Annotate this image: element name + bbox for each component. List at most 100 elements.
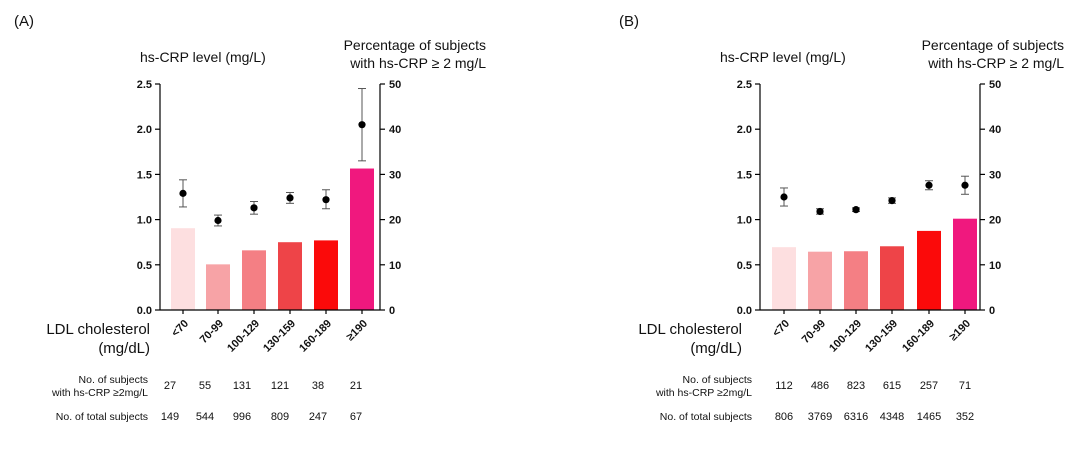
x-axis-label-line1: LDL cholesterol (638, 321, 742, 338)
data-point (358, 121, 366, 129)
x-category-label: ≥190 (344, 318, 370, 344)
subjects-with-hscrp-value: 131 (233, 380, 251, 392)
bar (917, 230, 941, 310)
bar (171, 228, 195, 310)
data-point (888, 197, 896, 205)
row1-label-line1: No. of subjects (79, 374, 148, 386)
total-subjects-value: 247 (309, 411, 327, 423)
right-tick-label: 0 (389, 305, 395, 317)
subjects-with-hscrp-value: 486 (811, 380, 829, 392)
x-category-label: 130-159 (261, 318, 298, 355)
subjects-with-hscrp-value: 71 (959, 380, 971, 392)
total-subjects-value: 809 (271, 411, 289, 423)
data-point (214, 216, 222, 225)
left-tick-label: 1.5 (737, 169, 752, 181)
subjects-with-hscrp-value: 21 (350, 380, 362, 392)
bar (953, 218, 977, 310)
row1-label-line1: No. of subjects (683, 374, 752, 386)
right-tick-label: 40 (389, 124, 401, 136)
data-point (816, 207, 824, 216)
data-point (780, 193, 788, 201)
total-subjects-value: 996 (233, 411, 251, 423)
data-point (179, 189, 187, 197)
right-tick-label: 20 (989, 215, 1001, 227)
subjects-with-hscrp-value: 615 (883, 380, 901, 392)
total-subjects-value: 806 (775, 411, 793, 423)
x-category-label: 160-189 (297, 318, 334, 355)
left-tick-label: 1.0 (737, 215, 752, 227)
x-category-label: 130-159 (863, 318, 900, 355)
right-axis-title-line1: Percentage of subjects (922, 37, 1064, 53)
left-tick-label: 0.5 (737, 260, 752, 272)
x-category-label: ≥190 (947, 318, 973, 344)
right-tick-label: 20 (389, 215, 401, 227)
x-category-label: <70 (169, 318, 191, 340)
x-axis-label-line2: (mg/dL) (690, 340, 742, 357)
bar (772, 247, 796, 310)
subjects-with-hscrp-value: 823 (847, 380, 865, 392)
bar (808, 251, 832, 310)
total-subjects-value: 6316 (844, 411, 868, 423)
subjects-with-hscrp-value: 121 (271, 380, 289, 392)
total-subjects-value: 67 (350, 411, 362, 423)
subjects-with-hscrp-value: 257 (920, 380, 938, 392)
row1-label-line2: with hs-CRP ≥2mg/L (655, 387, 752, 399)
bar (844, 251, 868, 310)
x-category-label: 100-129 (225, 318, 262, 355)
subjects-with-hscrp-value: 38 (312, 380, 324, 392)
right-axis-title-line2: with hs-CRP ≥ 2 mg/L (927, 55, 1064, 71)
total-subjects-value: 352 (956, 411, 974, 423)
left-tick-label: 1.5 (137, 169, 152, 181)
row2-label: No. of total subjects (56, 411, 148, 423)
row2-label: No. of total subjects (660, 411, 752, 423)
data-point (925, 181, 933, 189)
right-tick-label: 30 (989, 169, 1001, 181)
left-tick-label: 2.5 (737, 79, 752, 91)
right-tick-label: 10 (989, 260, 1001, 272)
right-tick-label: 50 (389, 79, 401, 91)
bar (206, 264, 230, 310)
subjects-with-hscrp-value: 112 (775, 380, 793, 392)
panel-label: (A) (14, 13, 34, 30)
x-category-label: 100-129 (827, 318, 864, 355)
right-axis-title-line1: Percentage of subjects (344, 37, 486, 53)
left-tick-label: 2.0 (737, 124, 752, 136)
x-category-label: 160-189 (900, 318, 937, 355)
left-tick-label: 2.5 (137, 79, 152, 91)
left-tick-label: 1.0 (137, 215, 152, 227)
data-point (322, 196, 330, 204)
bar (880, 246, 904, 310)
left-tick-label: 0.5 (137, 260, 152, 272)
total-subjects-value: 4348 (880, 411, 904, 423)
right-tick-label: 30 (389, 169, 401, 181)
right-tick-label: 10 (389, 260, 401, 272)
total-subjects-value: 3769 (808, 411, 832, 423)
left-axis-title: hs-CRP level (mg/L) (720, 49, 846, 65)
left-tick-label: 0.0 (137, 305, 152, 317)
x-category-label: <70 (770, 318, 792, 340)
right-tick-label: 0 (989, 305, 995, 317)
row1-label-line2: with hs-CRP ≥2mg/L (51, 387, 148, 399)
right-tick-label: 40 (989, 124, 1001, 136)
bar (350, 168, 374, 310)
right-tick-label: 50 (989, 79, 1001, 91)
bar (242, 250, 266, 310)
x-axis-label-line1: LDL cholesterol (46, 321, 150, 338)
data-point (961, 181, 969, 189)
total-subjects-value: 149 (161, 411, 179, 423)
bar (314, 240, 338, 310)
x-category-label: 70-99 (800, 318, 828, 346)
right-axis-title-line2: with hs-CRP ≥ 2 mg/L (349, 55, 486, 71)
subjects-with-hscrp-value: 55 (199, 380, 211, 392)
bar (278, 242, 302, 310)
left-axis-title: hs-CRP level (mg/L) (140, 49, 266, 65)
left-tick-label: 0.0 (737, 305, 752, 317)
total-subjects-value: 1465 (917, 411, 941, 423)
data-point (286, 194, 294, 202)
panel-label: (B) (619, 13, 639, 30)
data-point (250, 204, 258, 212)
left-tick-label: 2.0 (137, 124, 152, 136)
total-subjects-value: 544 (196, 411, 214, 423)
subjects-with-hscrp-value: 27 (164, 380, 176, 392)
